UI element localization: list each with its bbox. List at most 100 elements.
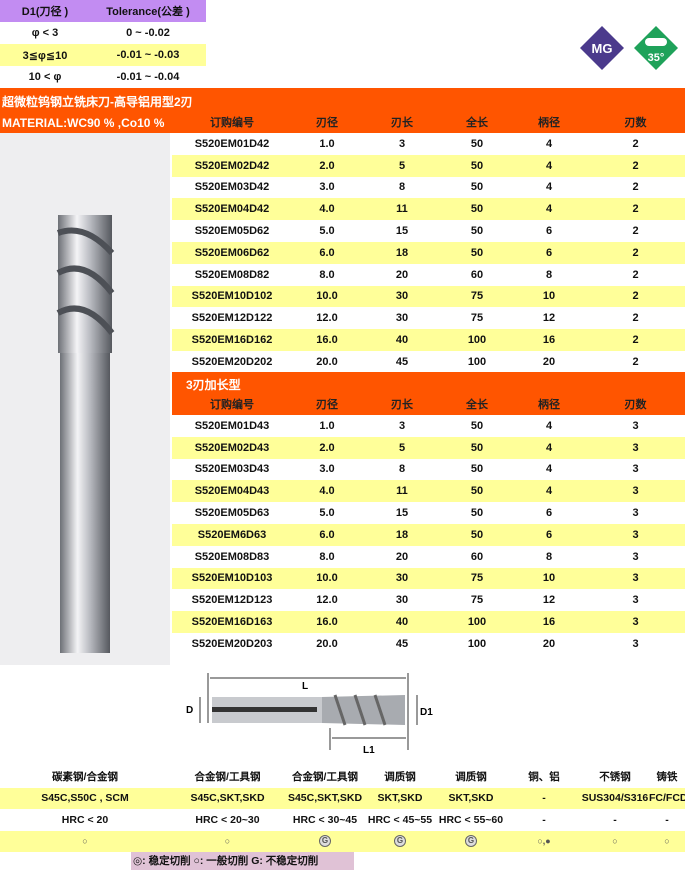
cell: HRC < 55~60 [438, 813, 504, 826]
cell: 10 [512, 285, 586, 308]
cell: 4.0 [292, 198, 362, 221]
cell: -0.01 ~ -0.03 [90, 44, 206, 66]
cell: ○ [170, 830, 285, 852]
cell: 3 [632, 637, 639, 650]
cell: 2 [632, 355, 639, 368]
cell: FC/FCD [649, 787, 685, 809]
cell: 6.0 [292, 523, 362, 546]
cell: 50 [442, 436, 512, 459]
cell: 11 [362, 480, 442, 503]
end-mill-image-icon [56, 215, 115, 653]
cell: 2 [586, 329, 685, 351]
cell: S520EM20D203 [191, 637, 273, 650]
cell: 2.0 [292, 154, 362, 177]
table-row: S520EM12D122 12.0 30 75 12 2 [172, 307, 685, 329]
table-row: S520EM04D42 4.0 11 50 4 2 [172, 198, 685, 221]
cell: 16.0 [292, 329, 362, 351]
cell: 铜、铝 [528, 771, 560, 784]
svg-text:D: D [186, 705, 193, 716]
table-row: S520EM02D43 2.0 5 50 4 3 [172, 436, 685, 459]
cell: 不锈钢 [599, 771, 631, 784]
cut-symbol-icon: ○,● [537, 836, 551, 847]
cell: 10 < φ [28, 71, 62, 83]
cell: 45 [395, 355, 409, 368]
cell: 8.0 [319, 268, 335, 281]
legend-general: ○: 一般切削 [193, 855, 249, 867]
cell: 30 [362, 285, 442, 308]
cell: 0 ~ -0.02 [126, 27, 170, 39]
cell: 3≦φ≦10 [0, 44, 90, 66]
cell: - [665, 813, 669, 826]
cell: 5.0 [319, 507, 335, 520]
cell: S520EM08D83 [194, 550, 270, 563]
header-cell: 刃数 [624, 399, 647, 411]
cell: S520EM12D122 [191, 312, 273, 325]
cell: 50 [470, 137, 484, 150]
cell: 1.0 [319, 419, 335, 432]
cell: 50 [470, 507, 484, 520]
section-band: 3刃加长型 [172, 372, 685, 415]
cut-symbol-icon: ○ [664, 836, 670, 847]
table-row: S520EM03D42 3.0 8 50 4 2 [172, 177, 685, 199]
cell: 60 [470, 268, 484, 281]
table-row: S520EM10D102 10.0 30 75 10 2 [172, 285, 685, 308]
cut-symbol-icon: ○ [612, 836, 618, 847]
cell: 20 [542, 355, 556, 368]
cell: 30 [395, 594, 409, 607]
table-row: S520EM16D162 16.0 40 100 16 2 [172, 329, 685, 351]
legend-unstable: G: 不稳定切削 [251, 855, 319, 867]
cell: 8 [398, 181, 406, 194]
cell: S520EM05D62 [194, 225, 270, 238]
table-row: S520EM08D83 8.0 20 60 8 3 [172, 546, 685, 568]
mg-badge-icon: MG [580, 26, 624, 70]
table-row: S520EM12D123 12.0 30 75 12 3 [172, 589, 685, 611]
cell: 20 [395, 268, 409, 281]
header-cell: 订购编号 [210, 117, 254, 129]
table-row: S520EM01D42 1.0 3 50 4 2 [172, 133, 685, 155]
cell: 18 [362, 241, 442, 264]
cell: 8 [545, 550, 553, 563]
table-row: S520EM02D42 2.0 5 50 4 2 [172, 154, 685, 177]
table-row: S520EM20D202 20.0 45 100 20 2 [172, 351, 685, 373]
cell: G [285, 830, 365, 852]
table-row: S520EM06D62 6.0 18 50 6 2 [172, 241, 685, 264]
table-row: S520EM10D103 10.0 30 75 10 3 [172, 567, 685, 590]
cell: 30 [395, 312, 409, 325]
cell: 2 [632, 137, 639, 150]
table-row: S520EM03D43 3.0 8 50 4 3 [172, 459, 685, 481]
material-label: MATERIAL:WC90 % ,Co10 % [2, 116, 165, 130]
svg-text:L: L [302, 681, 308, 692]
header-cell: 订购编号 [210, 399, 254, 411]
cut-symbol-icon: ○ [82, 836, 88, 847]
cell: 16 [512, 329, 586, 351]
cell: S520EM10D102 [172, 285, 292, 308]
cell: S520EM6D63 [172, 523, 292, 546]
table-3-flute: S520EM01D43 1.0 3 50 4 3 S520EM02D43 2.0 5 50 4 3 S5… [172, 415, 685, 655]
cell: S520EM05D63 [194, 507, 270, 520]
table-2-flute: S520EM01D42 1.0 3 50 4 2 S520EM02D42 2.0 5 50 4 2 S5… [172, 133, 685, 373]
cell: 12.0 [316, 312, 338, 325]
cell: 30 [362, 567, 442, 590]
cell: φ < 3 [31, 27, 59, 39]
legend-stable: ◎: 稳定切削 [133, 855, 191, 867]
unstable-cut-icon: G [319, 835, 331, 848]
cell: 6 [545, 507, 553, 520]
cell: 5 [362, 436, 442, 459]
cell: 12 [542, 312, 556, 325]
cell: 2 [586, 198, 685, 221]
cell: 12 [542, 594, 556, 607]
cell: 75 [442, 567, 512, 590]
material-row-suitability: ○ ○ G G G ○,● ○ ○ [0, 830, 685, 852]
cell: 2 [632, 225, 639, 238]
cell: 3.0 [319, 463, 335, 476]
cell: 75 [442, 285, 512, 308]
cell: S520EM01D43 [194, 419, 270, 432]
cell: 碳素钢/合金钢 [52, 771, 118, 784]
cell: 11 [362, 198, 442, 221]
cell: 50 [442, 198, 512, 221]
cell: SUS304/S316 [581, 787, 649, 809]
cell: 铸铁 [656, 771, 678, 784]
table1-header: 订购编号 刃径 刃长 全长 柄径 刃数 [172, 111, 685, 133]
cell: 4 [545, 137, 553, 150]
cell: 16 [512, 611, 586, 633]
